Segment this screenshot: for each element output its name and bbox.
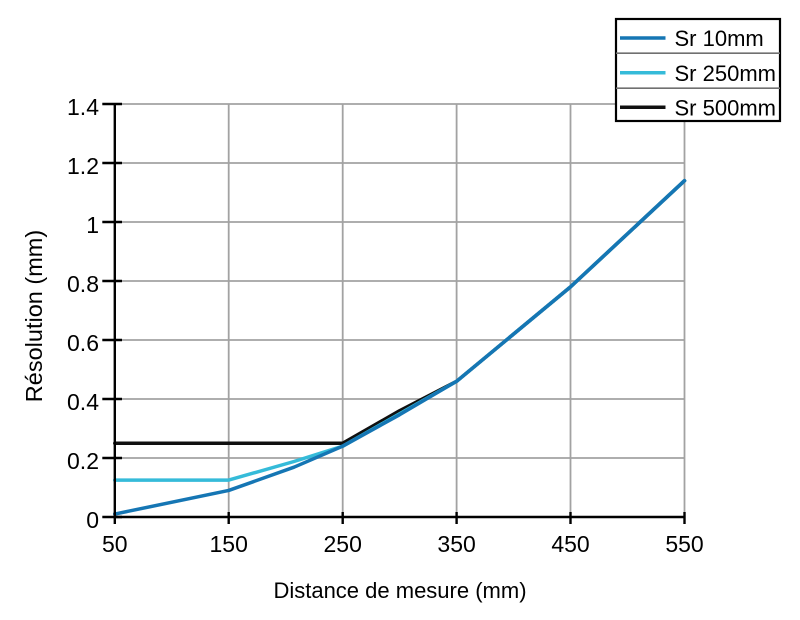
svg-text:50: 50 [102,531,128,557]
svg-text:Sr 250mm: Sr 250mm [675,61,776,86]
svg-text:1: 1 [86,212,99,238]
svg-text:Sr 500mm: Sr 500mm [675,95,776,120]
svg-text:0.6: 0.6 [67,330,99,356]
svg-text:250: 250 [324,531,362,557]
svg-text:Résolution (mm): Résolution (mm) [21,230,47,402]
svg-text:450: 450 [551,531,589,557]
svg-text:350: 350 [437,531,475,557]
svg-text:Sr 10mm: Sr 10mm [675,26,764,51]
svg-text:150: 150 [210,531,248,557]
svg-text:0.4: 0.4 [67,389,99,415]
svg-text:0: 0 [86,507,99,533]
svg-text:0.8: 0.8 [67,271,99,297]
svg-text:1.2: 1.2 [67,153,99,179]
svg-text:550: 550 [665,531,703,557]
svg-text:Distance de mesure (mm): Distance de mesure (mm) [273,578,526,603]
svg-text:0.2: 0.2 [67,448,99,474]
svg-text:1.4: 1.4 [67,94,99,120]
